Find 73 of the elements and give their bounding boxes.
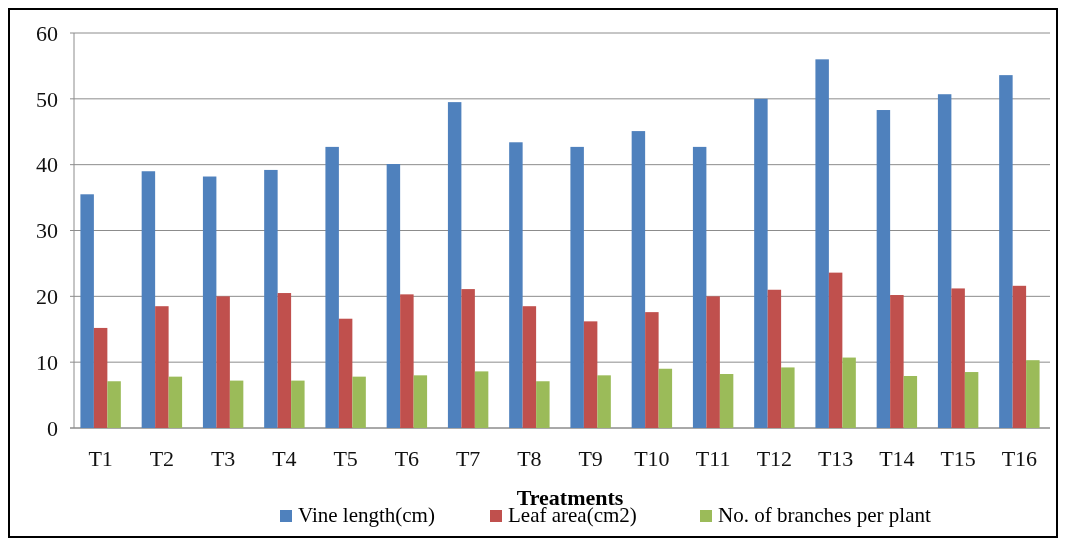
bar [141, 171, 156, 428]
bar [754, 98, 768, 428]
bar [1012, 285, 1027, 428]
bar [999, 75, 1013, 428]
bar [155, 306, 169, 428]
bar [400, 294, 414, 428]
bar [937, 94, 952, 428]
bar [842, 357, 856, 428]
x-tick-label: T12 [756, 446, 793, 471]
x-tick-label: T3 [210, 446, 236, 471]
x-tick-label: T14 [879, 446, 915, 471]
bar [890, 295, 904, 428]
y-tick-label: 30 [36, 218, 58, 244]
bar [168, 376, 183, 428]
x-tick-label: T4 [272, 446, 297, 471]
bar [509, 142, 523, 428]
bar [413, 375, 428, 428]
bar [386, 164, 401, 428]
x-tick-label: T11 [695, 446, 731, 471]
bar [536, 381, 550, 428]
bar [645, 312, 659, 428]
bar [692, 146, 707, 428]
y-tick-label: 10 [36, 349, 58, 375]
bar [202, 176, 217, 428]
y-tick-label: 40 [36, 152, 58, 178]
x-tick-label: T15 [940, 446, 976, 471]
x-tick-label: T8 [517, 446, 542, 471]
bar [338, 318, 353, 428]
bar [107, 381, 121, 428]
bar [229, 380, 244, 428]
bar [903, 375, 918, 428]
bar [325, 146, 339, 428]
y-tick-label: 20 [36, 284, 58, 310]
x-tick-label: T16 [1001, 446, 1038, 471]
bar [80, 194, 94, 428]
bar [352, 376, 366, 428]
bar [767, 289, 782, 428]
x-tick-label: T13 [817, 446, 854, 471]
bar [951, 288, 965, 428]
bar [658, 368, 673, 428]
x-tick-label: T1 [88, 446, 113, 471]
bar [277, 293, 292, 428]
bar [522, 306, 537, 428]
bar [828, 272, 843, 428]
bar [583, 321, 598, 428]
bar [815, 59, 829, 428]
legend-label: Vine length(cm) [298, 503, 435, 527]
x-tick-label: T6 [394, 446, 420, 471]
x-tick-label: T5 [333, 446, 358, 471]
y-tick-label: 50 [36, 86, 58, 112]
bar [264, 169, 278, 428]
bar [876, 110, 891, 428]
bar [93, 327, 108, 428]
bar [719, 374, 734, 428]
bar [447, 102, 462, 428]
bar [964, 372, 979, 428]
legend-label: No. of branches per plant [718, 503, 932, 527]
x-tick-label: T7 [455, 446, 481, 471]
bar [474, 371, 489, 428]
bar [291, 380, 305, 428]
y-tick-label: 60 [36, 20, 58, 46]
bar [216, 296, 230, 428]
x-tick-label: T2 [149, 446, 175, 471]
bar [781, 367, 795, 428]
y-tick-label: 0 [47, 415, 58, 441]
bar [1026, 360, 1040, 428]
bar [706, 296, 720, 428]
bar [570, 146, 584, 428]
bar [461, 289, 475, 428]
x-tick-label: T9 [578, 446, 603, 471]
bar [597, 375, 611, 428]
bar [631, 131, 646, 428]
x-tick-label: T10 [634, 446, 670, 471]
